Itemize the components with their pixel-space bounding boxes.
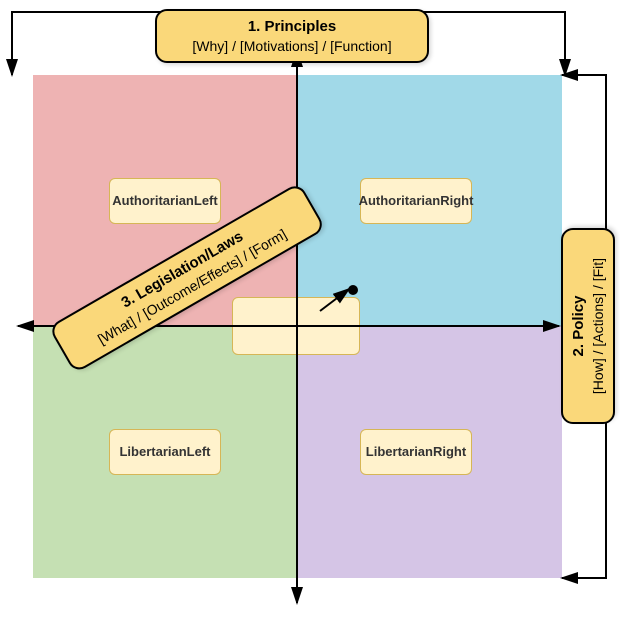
data-point-dot [348, 285, 358, 295]
legislation-arrow [0, 0, 620, 618]
diagram-root: AuthoritarianLeftAuthoritarianRightLiber… [0, 0, 620, 618]
